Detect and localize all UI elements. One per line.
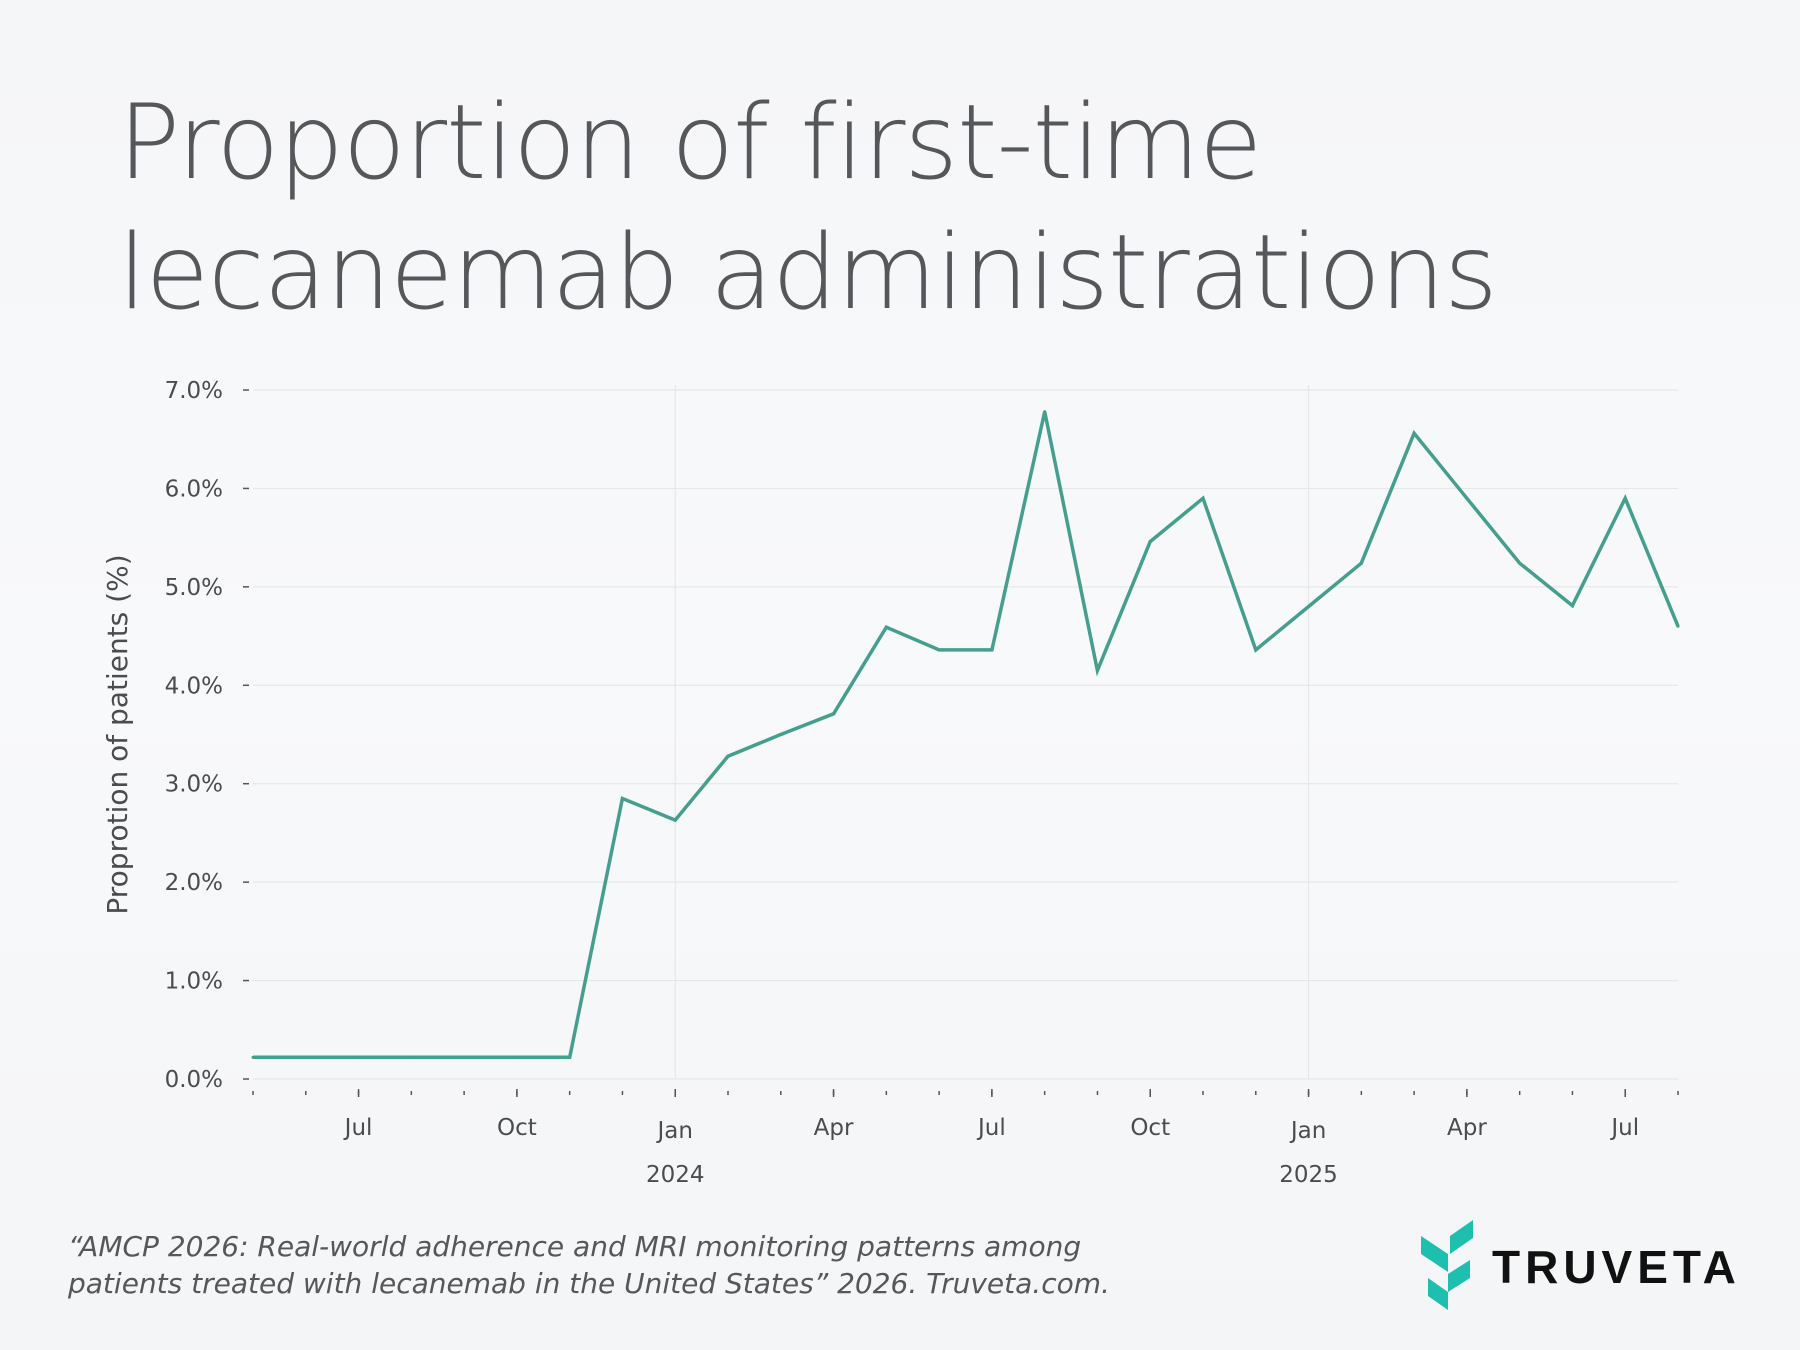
data-point xyxy=(1676,624,1680,628)
x-tick-label: Jul xyxy=(1609,1115,1639,1141)
data-point xyxy=(462,1055,466,1059)
x-tick-label: Jan xyxy=(1289,1118,1326,1144)
y-tick-label: 4.0% xyxy=(165,673,223,699)
y-tick-label: 2.0% xyxy=(165,870,223,896)
data-point xyxy=(832,712,836,716)
data-point xyxy=(1412,431,1416,435)
data-point xyxy=(726,754,730,758)
y-tick-label: 0.0% xyxy=(165,1067,223,1093)
y-tick-label: 3.0% xyxy=(165,772,223,798)
data-point xyxy=(1623,496,1627,500)
data-point xyxy=(1359,561,1363,565)
x-tick-label: Apr xyxy=(814,1115,854,1141)
x-year-label: 2024 xyxy=(646,1162,705,1188)
data-point xyxy=(620,796,624,800)
data-point xyxy=(568,1055,572,1059)
data-point xyxy=(251,1055,255,1059)
data-point xyxy=(1570,604,1574,608)
data-point xyxy=(1307,605,1311,609)
y-tick-label: 5.0% xyxy=(165,575,223,601)
y-tick-label: 1.0% xyxy=(165,969,223,995)
data-point xyxy=(673,818,677,822)
title-line-2: lecanemab administrations xyxy=(118,213,1498,333)
title-line-1: Proportion of first-time xyxy=(118,83,1262,203)
x-tick-label: Jan xyxy=(655,1118,692,1144)
data-point xyxy=(304,1055,308,1059)
series-line xyxy=(253,411,1680,1060)
data-point xyxy=(884,625,888,629)
citation-line-2: patients treated with lecanemab in the U… xyxy=(68,1267,1110,1300)
y-axis-label: Proprotion of patients (%) xyxy=(101,554,134,914)
x-tick-label: Oct xyxy=(497,1115,537,1141)
x-tick-label: Oct xyxy=(1130,1115,1170,1141)
y-tick-label: 7.0% xyxy=(165,378,223,404)
line-chart: 0.0% 1.0% 2.0% 3.0% 4.0% 5.0% 6.0% 7.0% Jul Oct Ja… xyxy=(101,378,1680,1188)
data-point xyxy=(1254,648,1258,652)
data-point xyxy=(1201,496,1205,500)
data-point xyxy=(990,648,994,652)
data-point xyxy=(1518,561,1522,565)
data-point xyxy=(937,648,941,652)
page-title: Proportion of first-time lecanemab admin… xyxy=(118,78,1498,338)
citation: “AMCP 2026: Real-world adherence and MRI… xyxy=(68,1228,1110,1302)
x-tick-label: Jul xyxy=(976,1115,1006,1141)
data-point xyxy=(1148,540,1152,544)
data-point xyxy=(409,1055,413,1059)
data-point xyxy=(357,1055,361,1059)
y-tick-label: 6.0% xyxy=(165,476,223,502)
x-tick-label: Apr xyxy=(1447,1115,1487,1141)
truveta-logo-icon xyxy=(1421,1220,1473,1310)
logo-text: TRUVETA xyxy=(1492,1241,1741,1293)
data-point xyxy=(1043,410,1047,414)
data-point xyxy=(1095,669,1099,673)
x-year-label: 2025 xyxy=(1279,1162,1338,1188)
x-tick-label: Jul xyxy=(343,1115,373,1141)
data-point xyxy=(515,1055,519,1059)
data-point xyxy=(779,733,783,736)
data-point xyxy=(1465,496,1469,500)
citation-line-1: “AMCP 2026: Real-world adherence and MRI… xyxy=(68,1230,1082,1263)
